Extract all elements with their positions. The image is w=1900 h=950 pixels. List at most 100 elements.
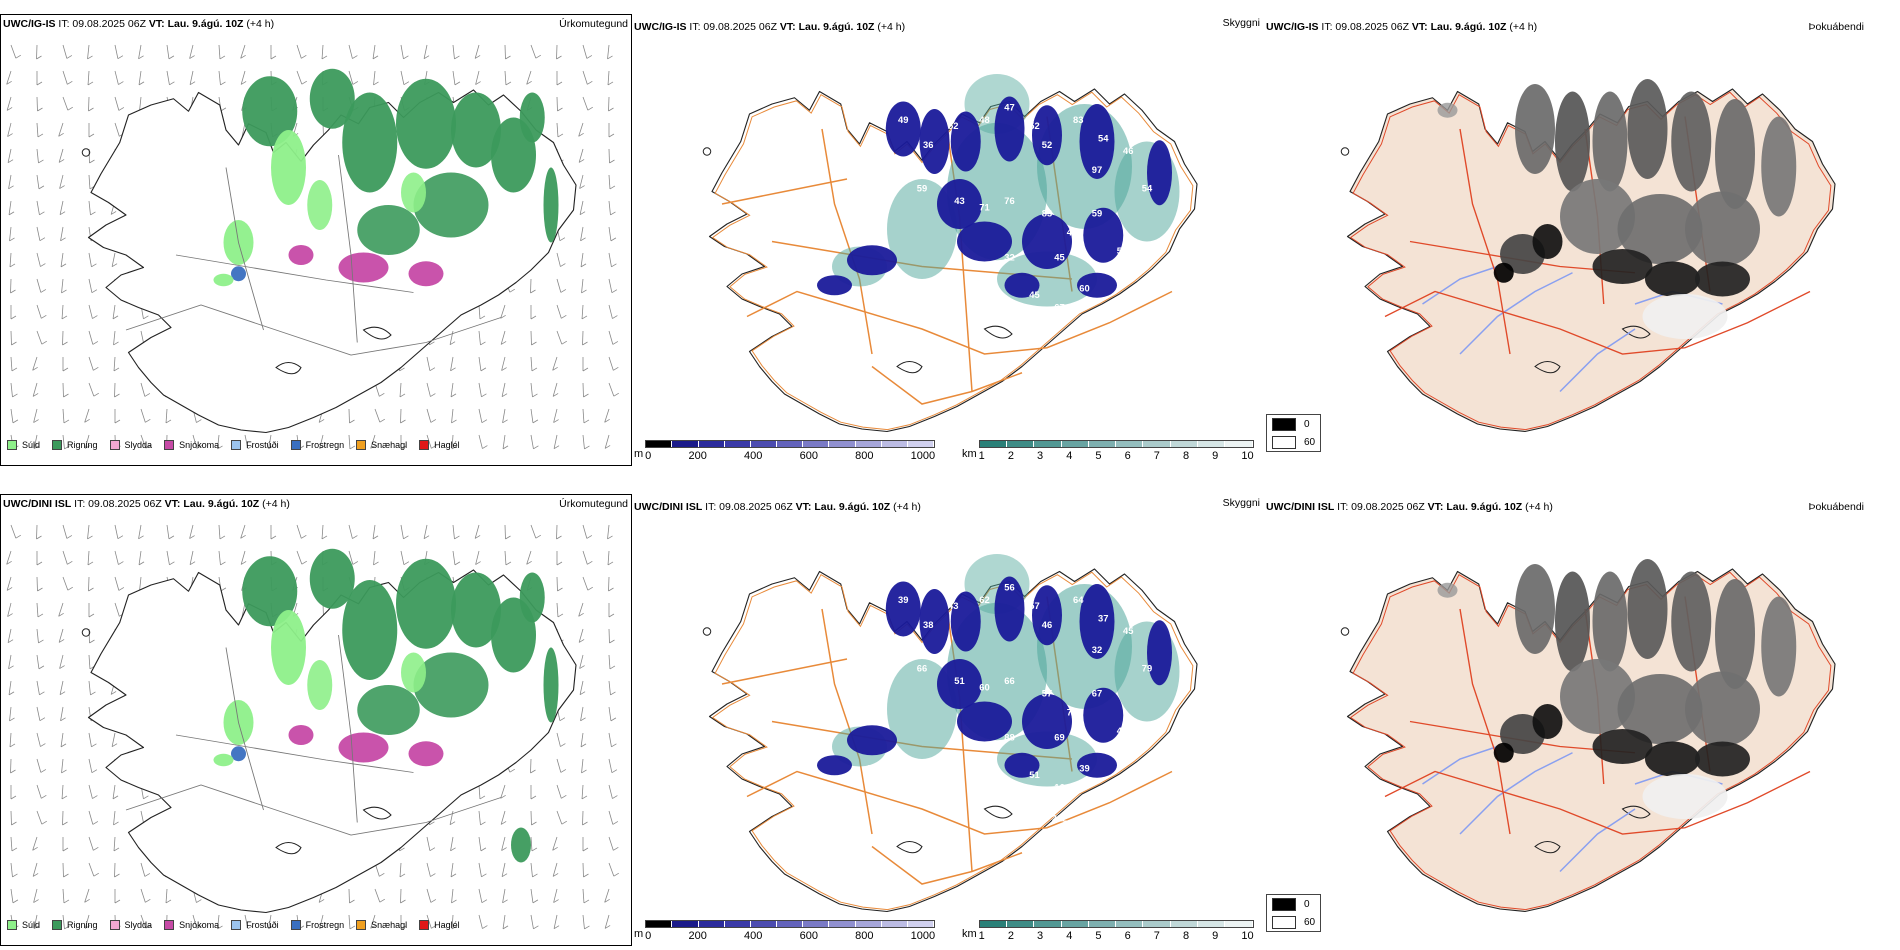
fog-legend-label: 60 [1304, 436, 1316, 448]
scale-color-step [1198, 921, 1226, 927]
legend-item: Snæhagl [356, 920, 407, 930]
ceiling-value-label: 36 [923, 140, 933, 150]
ceiling-value-label: 69 [1054, 732, 1064, 742]
scale-color-step [881, 921, 909, 927]
legend-swatch [164, 440, 175, 450]
scale-color-step [1034, 921, 1062, 927]
ceiling-value-label: 59 [1092, 209, 1102, 219]
ceiling-value-label: 39 [842, 776, 852, 786]
visibility-map: 3938436256574664374532796651606657716744… [702, 554, 1198, 913]
ceiling-value-label: 71 [1067, 707, 1077, 717]
model-name: UWC/IG-IS [1266, 21, 1319, 33]
fog-legend-row: 60 [1267, 913, 1320, 931]
ceiling-value-label: 83 [1073, 115, 1083, 125]
scale-tick-label: 1 [978, 930, 985, 942]
legend-item: Frostregn [290, 920, 345, 930]
model-name: UWC/IG-IS [3, 18, 56, 30]
panel-header: UWC/IG-IS IT: 09.08.2025 06Z VT: Lau. 9.… [634, 21, 905, 33]
scale-color-step [979, 441, 1007, 447]
fog-legend-swatch [1272, 417, 1296, 431]
valid-label: VT: [148, 18, 165, 30]
legend-item: Snjókoma [164, 920, 219, 930]
scale-tick-label: 8 [1182, 930, 1190, 942]
legend-item: Súld [7, 440, 40, 450]
legend-label: Snæhagl [371, 920, 408, 930]
scale-color-step [698, 921, 725, 927]
scale-color-step [724, 441, 751, 447]
valid-time: Lau. 9.ágú. 10Z [814, 501, 891, 513]
legend-label: Haglél [434, 440, 460, 450]
visibility-scale: km 1 2 3 4 5 6 7 8 9 10 [962, 436, 1254, 462]
ceiling-value-label: 58 [1104, 789, 1114, 799]
model-name: UWC/DINI ISL [634, 501, 703, 513]
scale-tick-label: 400 [744, 450, 763, 462]
panel-title: Skyggni [1222, 17, 1260, 29]
scale-color-step [646, 921, 673, 927]
ceiling-value-label: 59 [917, 184, 927, 194]
scale-color-step [1116, 921, 1144, 927]
scale-tick-label: 2 [1007, 450, 1014, 462]
legend-item: Haglél [419, 920, 460, 930]
scale-tick-label: 0 [645, 450, 652, 462]
ceiling-value-label: 51 [954, 676, 964, 686]
legend-label: Súld [22, 920, 41, 930]
lead-time: (+4 h) [877, 21, 906, 33]
fog-legend-row: 0 [1267, 895, 1320, 913]
precip-type-legend: Súld Rigning Slydda Snjókoma Frostúði Frostre… [7, 920, 472, 930]
scale-color-step [1143, 921, 1171, 927]
panel-fog-igis: UWC/IG-IS IT: 09.08.2025 06Z VT: Lau. 9.… [1264, 14, 1900, 466]
scale-color-step [1006, 441, 1035, 447]
ceiling-value-label: 32 [1004, 252, 1014, 262]
ceiling-value-label: 16 [1054, 782, 1064, 792]
model-name: UWC/DINI ISL [1266, 501, 1335, 513]
scale-color-step [1034, 441, 1062, 447]
scale-tick-label: 7 [1153, 450, 1160, 462]
scale-color-step [750, 921, 778, 927]
fog-legend-row: 0 [1267, 415, 1320, 433]
ceiling-scale: m 0 200 400 600 800 1000 [634, 436, 936, 462]
init-time: IT: 09.08.2025 06Z [1321, 21, 1409, 33]
visibility-scale: km 1 2 3 4 5 6 7 8 9 10 [962, 916, 1254, 942]
ceiling-value-label: 49 [792, 807, 802, 817]
fog-legend-label: 60 [1304, 916, 1316, 928]
legend-swatch [164, 920, 175, 930]
legend-label: Frostregn [305, 440, 345, 450]
panel-visibility-igis: 49 36 52 48 47 52 52 83 54 46 97 54 59 43 71 76 83 45 59 53… [632, 14, 1264, 466]
ceiling-value-label: 33 [854, 814, 864, 824]
scale-colorbar [978, 920, 1254, 928]
legend-item: Slydda [109, 920, 152, 930]
scale-color-step [1061, 921, 1089, 927]
ceiling-value-label: 93 [867, 764, 877, 774]
scale-color-step [979, 921, 1007, 927]
scale-color-step [1170, 441, 1199, 447]
scale-tick-label: 3 [1037, 930, 1044, 942]
ceiling-value-label: 66 [1004, 676, 1014, 686]
ceiling-value-label: 35 [817, 315, 827, 325]
model-name: UWC/DINI ISL [3, 498, 72, 510]
ceiling-value-label: 60 [1079, 284, 1089, 294]
legend-swatch [109, 440, 120, 450]
legend-label: Frostúði [246, 920, 279, 930]
ceiling-value-label: 139 [1102, 309, 1118, 319]
ceiling-value-label: 53 [817, 795, 827, 805]
fog-legend: 0 60 [1266, 894, 1322, 932]
ceiling-value-label: 38 [923, 620, 933, 630]
scale-tick-label: 4 [1066, 930, 1073, 942]
scale-color-step [698, 441, 725, 447]
legend-label: Frostregn [305, 920, 345, 930]
ceiling-value-label: 52 [1029, 121, 1039, 131]
scale-tick-label: 3 [1037, 450, 1044, 462]
legend-item: Rigning [52, 920, 98, 930]
panel-visibility-dini: 39 38 43 62 56 57 46 64 37 45 32 79 66 51 60 66 57 71 67 44… [632, 494, 1264, 946]
legend-swatch [419, 440, 430, 450]
ceiling-value-label: 222 [1052, 814, 1068, 824]
legend-label: Haglél [434, 920, 460, 930]
valid-time: Lau. 9.ágú. 10Z [167, 18, 244, 30]
legend-item: Slydda [109, 440, 152, 450]
scale-tick-label: 9 [1212, 450, 1219, 462]
fog-legend-swatch [1272, 435, 1296, 449]
scale-color-step [646, 441, 673, 447]
init-time: IT: 09.08.2025 06Z [689, 21, 777, 33]
scale-tick-label: 5 [1095, 450, 1102, 462]
ceiling-value-label: 64 [1073, 595, 1084, 605]
